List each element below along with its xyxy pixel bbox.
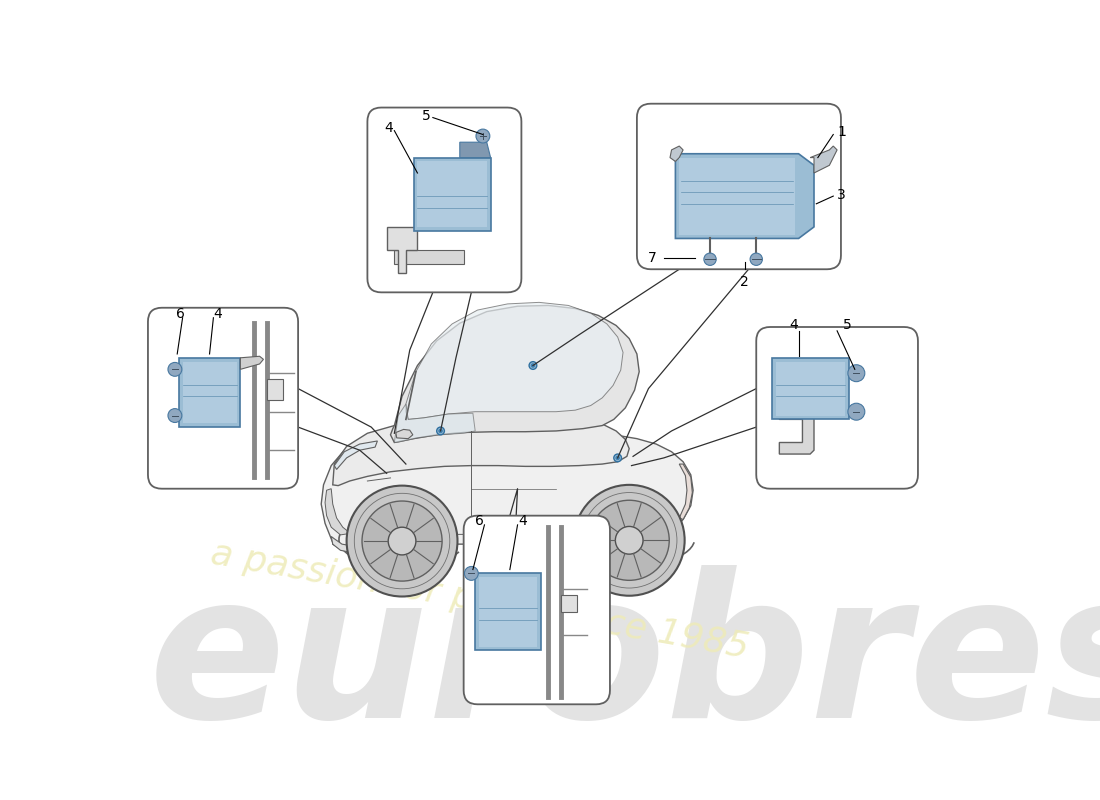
Polygon shape bbox=[480, 578, 537, 646]
Circle shape bbox=[388, 527, 416, 555]
Circle shape bbox=[704, 253, 716, 266]
Polygon shape bbox=[675, 154, 814, 238]
Circle shape bbox=[513, 529, 517, 534]
Polygon shape bbox=[334, 441, 377, 470]
Circle shape bbox=[529, 362, 537, 370]
FancyBboxPatch shape bbox=[147, 308, 298, 489]
Polygon shape bbox=[183, 362, 236, 423]
Polygon shape bbox=[414, 158, 491, 230]
Text: a passion for parts since 1985: a passion for parts since 1985 bbox=[208, 537, 751, 666]
Polygon shape bbox=[460, 142, 491, 158]
Circle shape bbox=[590, 500, 669, 580]
Text: 4: 4 bbox=[213, 307, 221, 321]
Circle shape bbox=[168, 362, 182, 376]
Text: 7: 7 bbox=[648, 250, 656, 265]
Polygon shape bbox=[779, 408, 814, 454]
Circle shape bbox=[750, 253, 762, 266]
Circle shape bbox=[848, 403, 865, 420]
Polygon shape bbox=[772, 358, 849, 419]
Polygon shape bbox=[331, 537, 378, 554]
Circle shape bbox=[615, 526, 644, 554]
Polygon shape bbox=[680, 464, 692, 519]
Text: 5: 5 bbox=[843, 318, 851, 333]
Polygon shape bbox=[475, 574, 541, 650]
Text: 5: 5 bbox=[422, 109, 431, 123]
FancyBboxPatch shape bbox=[637, 104, 842, 270]
Text: 2: 2 bbox=[740, 274, 749, 289]
FancyBboxPatch shape bbox=[757, 327, 917, 489]
Polygon shape bbox=[178, 358, 241, 427]
Polygon shape bbox=[326, 489, 351, 535]
Text: 4: 4 bbox=[518, 514, 527, 528]
Polygon shape bbox=[776, 362, 845, 415]
Polygon shape bbox=[561, 595, 576, 612]
Circle shape bbox=[464, 566, 478, 580]
Text: 6: 6 bbox=[474, 514, 484, 528]
Circle shape bbox=[437, 427, 444, 435]
Polygon shape bbox=[395, 404, 475, 442]
Circle shape bbox=[168, 409, 182, 422]
Text: 4: 4 bbox=[789, 318, 797, 333]
Circle shape bbox=[512, 527, 519, 535]
Polygon shape bbox=[406, 302, 623, 419]
Circle shape bbox=[574, 485, 684, 596]
Circle shape bbox=[476, 129, 490, 143]
Polygon shape bbox=[396, 430, 412, 438]
Polygon shape bbox=[241, 356, 264, 370]
Polygon shape bbox=[670, 146, 683, 162]
Text: 4: 4 bbox=[384, 122, 393, 135]
Text: 3: 3 bbox=[837, 187, 846, 202]
Circle shape bbox=[530, 363, 536, 368]
Circle shape bbox=[615, 455, 620, 460]
Circle shape bbox=[438, 429, 443, 434]
Circle shape bbox=[362, 501, 442, 581]
Polygon shape bbox=[332, 415, 629, 486]
Polygon shape bbox=[418, 162, 486, 227]
Circle shape bbox=[614, 454, 622, 462]
Polygon shape bbox=[395, 250, 464, 264]
Text: 1: 1 bbox=[837, 125, 846, 139]
Circle shape bbox=[848, 365, 865, 382]
Polygon shape bbox=[321, 430, 693, 550]
Text: 6: 6 bbox=[176, 307, 185, 321]
Polygon shape bbox=[390, 306, 639, 442]
FancyBboxPatch shape bbox=[464, 516, 609, 704]
FancyBboxPatch shape bbox=[367, 107, 521, 292]
Polygon shape bbox=[680, 158, 794, 234]
Circle shape bbox=[346, 486, 458, 597]
Polygon shape bbox=[387, 227, 418, 273]
Text: eurobres: eurobres bbox=[148, 566, 1100, 760]
Polygon shape bbox=[267, 379, 283, 400]
Polygon shape bbox=[810, 146, 837, 173]
